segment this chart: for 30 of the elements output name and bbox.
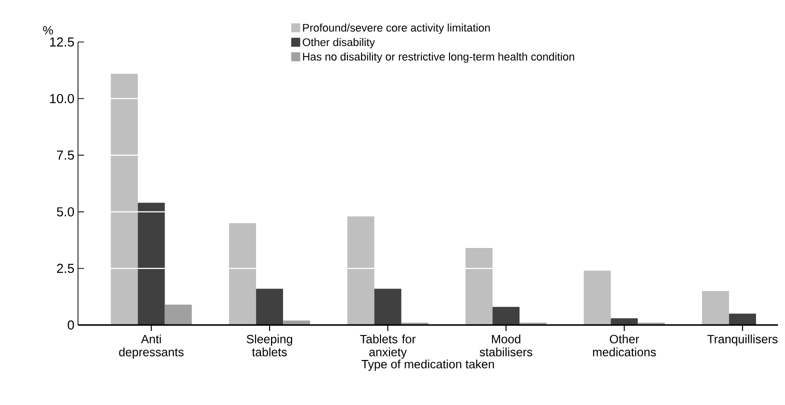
x-tick-label: Mood stabilisers <box>480 334 532 356</box>
bar <box>466 248 493 325</box>
x-tick-label: Tranquillisers <box>707 334 778 346</box>
bar <box>229 223 256 325</box>
x-tick-label: Sleeping tablets <box>246 334 292 356</box>
bar <box>347 216 374 325</box>
y-tick-label: 0 <box>68 320 74 330</box>
x-tick-label: Other medications <box>593 334 656 356</box>
bar <box>610 318 638 325</box>
bar <box>256 288 284 325</box>
y-axis-title: % <box>43 26 53 34</box>
bar <box>164 304 192 325</box>
bar <box>110 74 138 325</box>
x-tick-label: Anti depressants <box>119 334 184 359</box>
legend-label: Other disability <box>302 38 375 48</box>
bar <box>584 270 611 325</box>
y-tick-label: 7.5 <box>57 150 74 160</box>
x-tick-label: Tablets for anxiety <box>360 334 416 359</box>
legend-label: Profound/severe core activity limitation <box>303 24 490 34</box>
y-tick-label: 2.5 <box>57 264 74 273</box>
legend-label: Has no disability or restrictive long-term health condition <box>303 52 574 63</box>
x-axis-title: Type of medication taken <box>362 360 494 371</box>
bar <box>138 202 165 325</box>
bar <box>492 306 520 325</box>
y-tick-label: 5.0 <box>56 207 74 216</box>
bar <box>729 314 756 325</box>
y-tick-label: 12.5 <box>50 37 74 47</box>
bar <box>702 291 730 325</box>
y-tick-label: 10.0 <box>50 94 74 104</box>
bar <box>374 288 402 325</box>
